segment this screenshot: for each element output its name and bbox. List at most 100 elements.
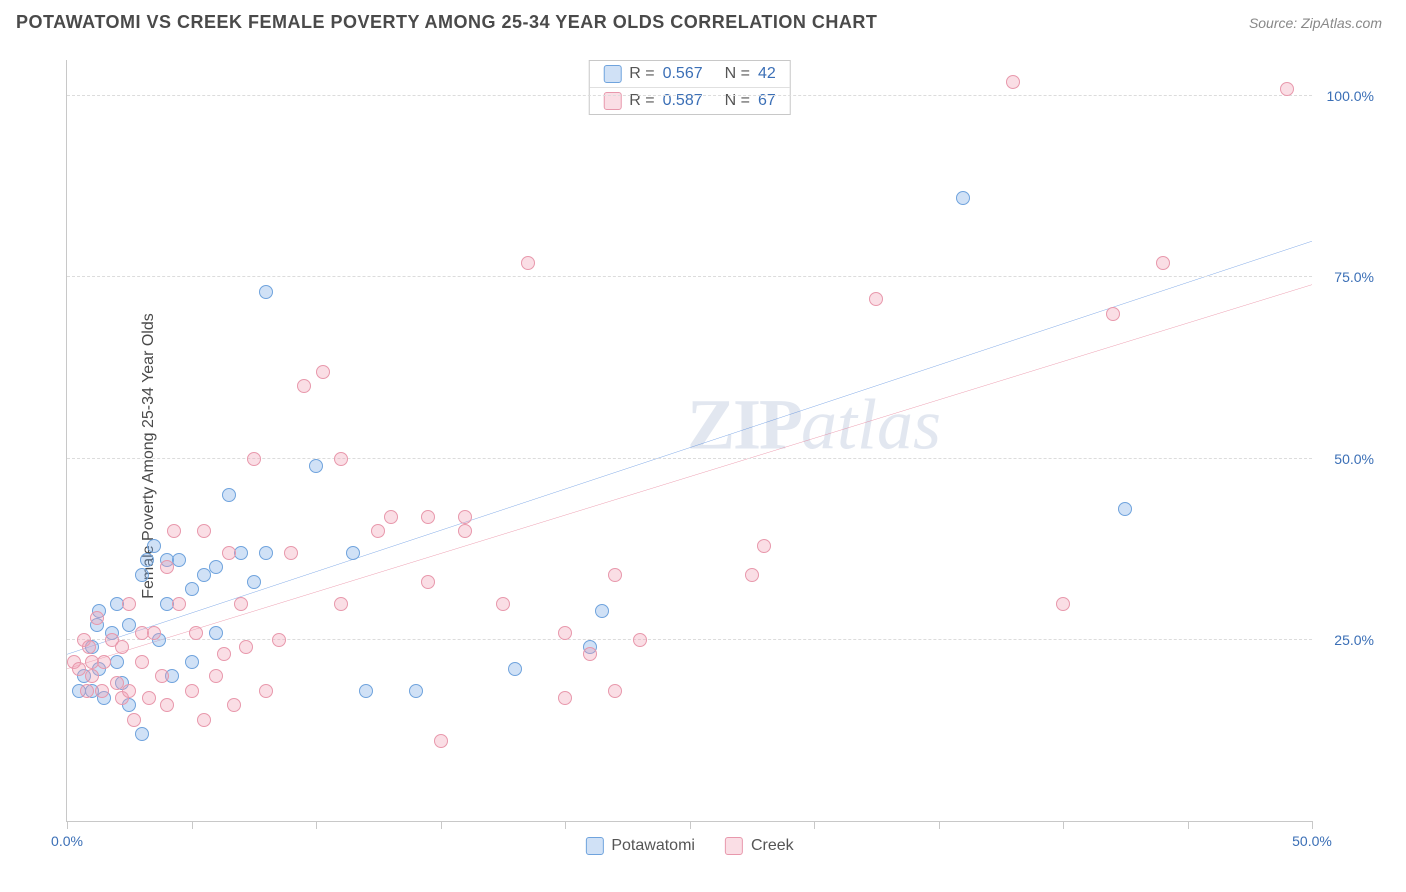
data-point <box>309 459 323 473</box>
data-point <box>82 640 96 654</box>
data-point <box>1106 307 1120 321</box>
data-point <box>172 553 186 567</box>
chart-container: Female Poverty Among 25-34 Year Olds ZIP… <box>16 50 1382 862</box>
data-point <box>234 546 248 560</box>
data-point <box>1280 82 1294 96</box>
data-point <box>209 626 223 640</box>
x-tick <box>1188 821 1189 829</box>
data-point <box>359 684 373 698</box>
data-point <box>122 597 136 611</box>
data-point <box>558 626 572 640</box>
data-point <box>147 539 161 553</box>
data-point <box>259 285 273 299</box>
data-point <box>135 727 149 741</box>
data-point <box>142 691 156 705</box>
stat-n-value: 42 <box>758 65 776 83</box>
data-point <box>222 546 236 560</box>
data-point <box>595 604 609 618</box>
x-tick <box>690 821 691 829</box>
stat-r-label: R = <box>629 65 654 83</box>
data-point <box>85 669 99 683</box>
data-point <box>80 684 94 698</box>
y-tick-label: 25.0% <box>1334 632 1374 648</box>
data-point <box>167 524 181 538</box>
stat-r-value: 0.567 <box>663 65 703 83</box>
x-tick <box>441 821 442 829</box>
trend-lines <box>67 60 1312 821</box>
legend-label: Creek <box>751 837 794 855</box>
data-point <box>140 553 154 567</box>
data-point <box>115 640 129 654</box>
data-point <box>334 452 348 466</box>
data-point <box>434 734 448 748</box>
data-point <box>458 510 472 524</box>
data-point <box>135 568 149 582</box>
x-tick <box>1312 821 1313 829</box>
watermark: ZIPatlas <box>687 384 941 467</box>
data-point <box>297 379 311 393</box>
y-tick-label: 75.0% <box>1334 269 1374 285</box>
legend-label: Potawatomi <box>611 837 695 855</box>
data-point <box>421 510 435 524</box>
plot-area: ZIPatlas R = 0.567N = 42R = 0.587N = 67 … <box>66 60 1312 822</box>
trend-line <box>67 285 1312 669</box>
data-point <box>371 524 385 538</box>
data-point <box>558 691 572 705</box>
data-point <box>247 452 261 466</box>
data-point <box>197 713 211 727</box>
data-point <box>110 655 124 669</box>
x-tick <box>316 821 317 829</box>
data-point <box>160 560 174 574</box>
data-point <box>172 597 186 611</box>
data-point <box>608 684 622 698</box>
data-point <box>508 662 522 676</box>
data-point <box>956 191 970 205</box>
data-point <box>227 698 241 712</box>
legend-item: Potawatomi <box>585 837 695 855</box>
data-point <box>458 524 472 538</box>
source-label: Source: ZipAtlas.com <box>1249 15 1382 31</box>
data-point <box>869 292 883 306</box>
x-tick <box>67 821 68 829</box>
data-point <box>197 524 211 538</box>
data-point <box>757 539 771 553</box>
trend-line <box>67 241 1312 654</box>
data-point <box>272 633 286 647</box>
data-point <box>90 611 104 625</box>
data-point <box>209 560 223 574</box>
legend-item: Creek <box>725 837 794 855</box>
data-point <box>95 684 109 698</box>
data-point <box>334 597 348 611</box>
data-point <box>521 256 535 270</box>
data-point <box>209 669 223 683</box>
swatch-icon <box>585 837 603 855</box>
data-point <box>384 510 398 524</box>
data-point <box>135 655 149 669</box>
data-point <box>217 647 231 661</box>
x-tick <box>565 821 566 829</box>
x-tick-label: 50.0% <box>1292 833 1332 849</box>
data-point <box>247 575 261 589</box>
data-point <box>259 546 273 560</box>
data-point <box>316 365 330 379</box>
data-point <box>1156 256 1170 270</box>
data-point <box>222 488 236 502</box>
data-point <box>97 655 111 669</box>
data-point <box>346 546 360 560</box>
x-tick <box>192 821 193 829</box>
legend: Potawatomi Creek <box>585 837 793 855</box>
gridline <box>67 95 1312 96</box>
data-point <box>122 684 136 698</box>
data-point <box>409 684 423 698</box>
stats-box: R = 0.567N = 42R = 0.587N = 67 <box>588 60 791 115</box>
data-point <box>1056 597 1070 611</box>
data-point <box>284 546 298 560</box>
data-point <box>160 698 174 712</box>
swatch-icon <box>603 65 621 83</box>
data-point <box>608 568 622 582</box>
data-point <box>185 684 199 698</box>
data-point <box>185 655 199 669</box>
chart-title: POTAWATOMI VS CREEK FEMALE POVERTY AMONG… <box>16 12 877 33</box>
x-tick <box>1063 821 1064 829</box>
data-point <box>189 626 203 640</box>
